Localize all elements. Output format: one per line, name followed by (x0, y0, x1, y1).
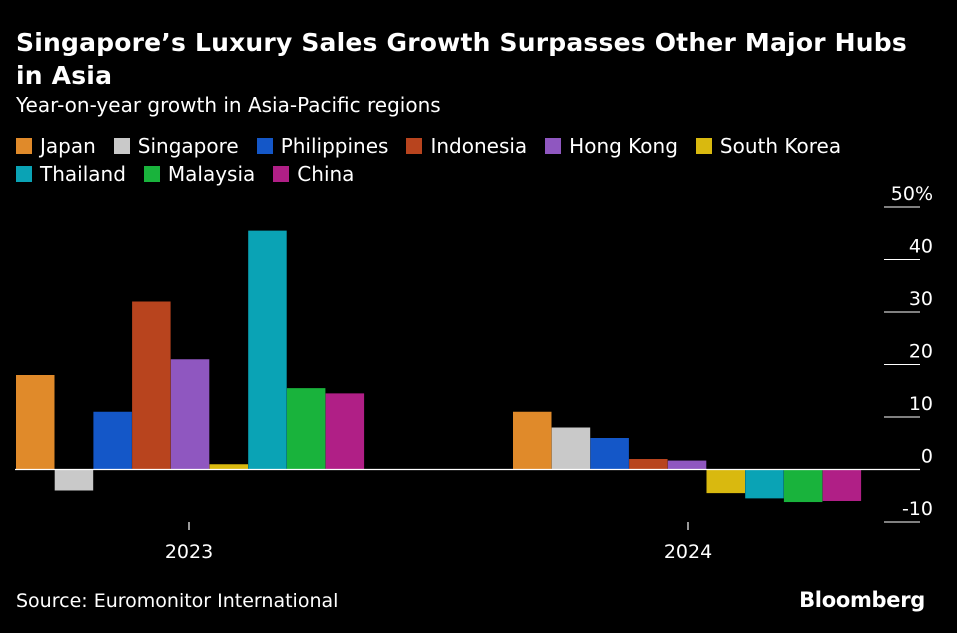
y-tick-label: 10 (909, 393, 933, 415)
legend-swatch (406, 138, 423, 154)
bar-japan-2024 (513, 411, 552, 470)
legend-item-malaysia: Malaysia (143, 162, 256, 186)
x-tick-label: 2023 (165, 541, 213, 563)
legend-label: Philippines (280, 134, 389, 158)
bar-malaysia-2024 (783, 469, 823, 503)
legend-swatch (256, 138, 273, 154)
bar-china-2023 (325, 393, 365, 470)
bar-hong-kong-2023 (170, 359, 210, 470)
bar-philippines-2023 (93, 411, 132, 470)
legend-label: Indonesia (430, 134, 528, 158)
x-tick-label: 2024 (664, 541, 712, 563)
legend-swatch (16, 166, 32, 182)
y-tick-label: 50% (891, 183, 933, 205)
legend-label: Thailand (40, 162, 126, 186)
legend-label: China (297, 162, 355, 186)
y-tick-label: 30 (909, 288, 933, 310)
legend-item-hong-kong: Hong Kong (545, 134, 678, 158)
y-tick-label: 20 (909, 341, 933, 363)
bar-indonesia-2023 (132, 301, 171, 470)
bar-philippines-2024 (590, 438, 629, 470)
legend-item-china: China (273, 162, 354, 186)
bar-singapore-2023 (54, 469, 94, 491)
legend-item-south-korea: South Korea (695, 134, 842, 158)
legend-item-singapore: Singapore (113, 134, 239, 158)
bar-japan-2023 (16, 375, 55, 470)
bar-indonesia-2024 (629, 459, 668, 470)
chart-subtitle: Year-on-year growth in Asia-Pacific regi… (16, 93, 441, 117)
legend-item-japan: Japan (16, 134, 96, 158)
bar-south-korea-2023 (209, 464, 248, 470)
legend-label: Japan (40, 134, 96, 158)
legend-swatch (273, 166, 290, 182)
legend-swatch (695, 138, 712, 154)
bar-china-2024 (822, 469, 862, 501)
bar-thailand-2023 (248, 230, 287, 470)
legend-label: Hong Kong (569, 134, 678, 158)
y-tick-label: -10 (902, 498, 933, 520)
chart-title: Singapore’s Luxury Sales Growth Surpasse… (16, 28, 907, 90)
legend-label: South Korea (719, 134, 842, 158)
legend-swatch (16, 138, 32, 154)
legend-swatch (545, 138, 562, 154)
legend: Japan Singapore Philippines Indonesia Hong K… (16, 134, 916, 186)
y-tick-label: 40 (909, 236, 933, 258)
bar-hong-kong-2024 (667, 460, 707, 470)
legend-item-philippines: Philippines (256, 134, 389, 158)
bar-singapore-2024 (551, 427, 591, 470)
legend-item-thailand: Thailand (16, 162, 126, 186)
legend-swatch (143, 166, 160, 182)
bloomberg-logo: Bloomberg (799, 588, 925, 612)
bar-malaysia-2023 (286, 388, 326, 470)
legend-label: Malaysia (167, 162, 256, 186)
legend-item-indonesia: Indonesia (406, 134, 527, 158)
source-note: Source: Euromonitor International (16, 590, 339, 612)
bar-thailand-2024 (745, 469, 784, 499)
legend-swatch (113, 138, 130, 154)
legend-label: Singapore (137, 134, 239, 158)
bar-south-korea-2024 (706, 469, 745, 494)
y-tick-label: 0 (921, 446, 933, 468)
